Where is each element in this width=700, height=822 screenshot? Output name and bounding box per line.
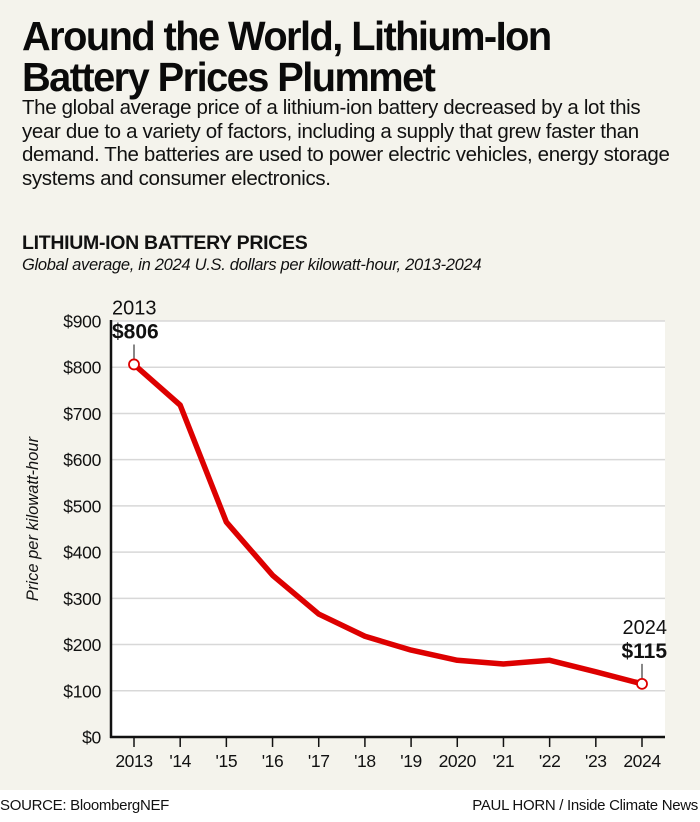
series <box>131 361 645 687</box>
chart-subtitle: Global average, in 2024 U.S. dollars per… <box>22 256 482 274</box>
x-tick-labels: 2013 '14 '15 '16 '17 '18 '19 2020 '21 '22 '23 2024 <box>115 737 662 771</box>
annotations: 2013$806 2024$115 <box>112 297 668 690</box>
line-chart: $0 $100 $200 $300 $400 $500 $600 $700 $800 $900 2… <box>24 297 668 771</box>
x-tick-label: '21 <box>493 751 515 771</box>
dek: The global average price of a lithium-io… <box>22 96 670 190</box>
axes <box>109 320 665 739</box>
y-tick-label: $100 <box>63 681 101 701</box>
source-note: SOURCE: BloombergNEF <box>0 797 170 814</box>
y-tick-label: $800 <box>63 358 101 378</box>
y-tick-label: $900 <box>63 312 101 332</box>
annotation-year: 2013 <box>112 297 157 319</box>
annotation-marker <box>128 358 140 371</box>
x-tick-label: '17 <box>308 751 330 771</box>
x-tick-label: '23 <box>585 751 607 771</box>
price-line <box>131 361 645 687</box>
x-tick-label: 2020 <box>439 751 477 771</box>
y-tick-labels: $0 $100 $200 $300 $400 $500 $600 $700 $800 $900 <box>63 312 102 748</box>
y-tick-label: $500 <box>63 496 101 516</box>
plot-area <box>111 321 665 737</box>
y-tick-label: $600 <box>63 450 101 470</box>
annotation-marker <box>636 677 648 690</box>
annotation-year: 2024 <box>623 617 668 639</box>
x-tick-label: '14 <box>169 751 191 771</box>
x-tick-label: '22 <box>539 751 561 771</box>
x-tick-label: '16 <box>262 751 284 771</box>
annotation-value: $115 <box>621 640 667 663</box>
x-tick-label: '15 <box>216 751 238 771</box>
headline: Around the World, Lithium-Ion Battery Pr… <box>22 13 552 100</box>
x-tick-label: '19 <box>400 751 422 771</box>
x-tick-label: '18 <box>354 751 376 771</box>
x-tick-label: 2013 <box>115 751 152 771</box>
y-tick-label: $300 <box>63 589 101 609</box>
annotation-value: $806 <box>112 320 159 343</box>
chart-title: LITHIUM-ION BATTERY PRICES <box>22 232 308 254</box>
y-axis-label: Price per kilowatt-hour <box>24 435 42 601</box>
y-tick-label: $200 <box>63 635 101 655</box>
y-tick-label: $700 <box>63 404 101 424</box>
y-tick-label: $400 <box>63 543 101 563</box>
x-tick-label: 2024 <box>623 751 661 771</box>
credit-note: PAUL HORN / Inside Climate News <box>472 797 698 814</box>
y-tick-label: $0 <box>82 728 101 748</box>
